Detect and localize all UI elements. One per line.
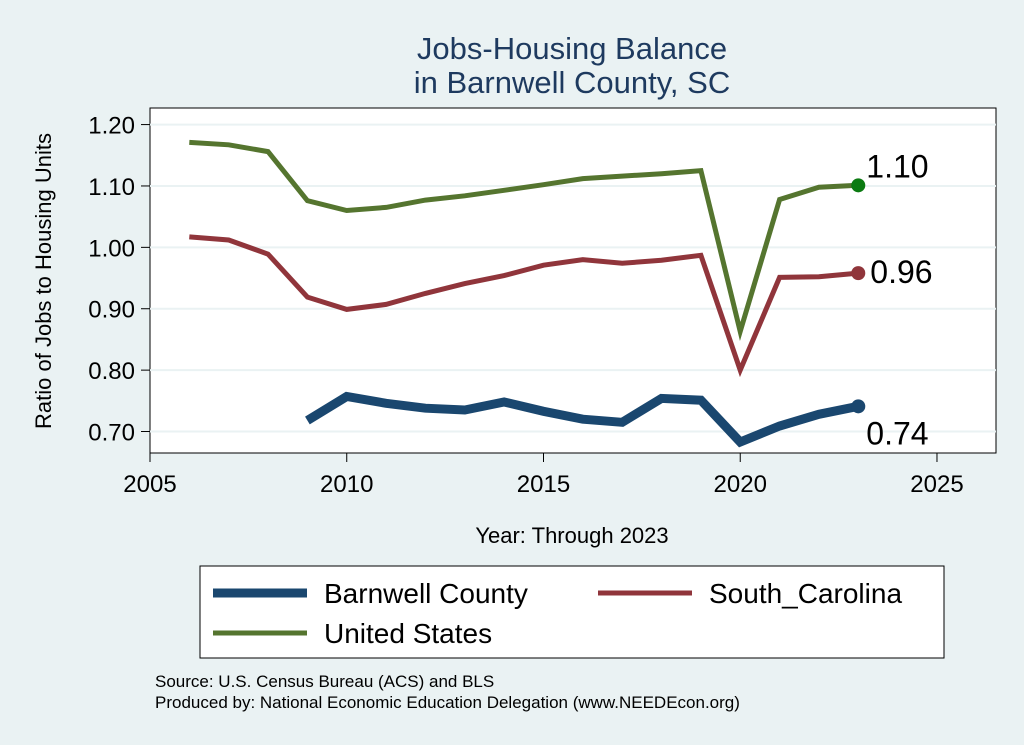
end-labels: 1.10 0.96 0.74: [851, 148, 933, 451]
x-axis: 2005 2010 2015 2020 2025: [123, 453, 964, 498]
gridlines: [150, 123, 996, 433]
y-axis-label: Ratio of Jobs to Housing Units: [31, 133, 56, 429]
end-marker-south-carolina: [851, 266, 866, 281]
y-tick-label: 0.70: [88, 420, 135, 447]
y-tick-label: 0.90: [88, 297, 135, 324]
series-layer: [189, 139, 860, 448]
x-tick-label: 2020: [714, 471, 767, 498]
legend-label-south-carolina: South_Carolina: [709, 578, 902, 609]
y-tick-label: 1.10: [88, 174, 135, 201]
legend-label-united-states: United States: [324, 618, 492, 649]
end-marker-united-states: [851, 178, 866, 193]
chart-title-line-1: Jobs-Housing Balance: [417, 31, 727, 66]
producer-line: Produced by: National Economic Education…: [155, 693, 740, 712]
x-axis-label: Year: Through 2023: [475, 523, 668, 548]
end-label-south-carolina: 0.96: [870, 254, 932, 290]
end-label-united-states: 1.10: [866, 148, 928, 184]
legend-box: [199, 565, 945, 659]
y-tick-label: 0.80: [88, 358, 135, 385]
source-line: Source: U.S. Census Bureau (ACS) and BLS: [155, 672, 494, 691]
x-tick-label: 2025: [910, 471, 963, 498]
end-marker-barnwell-county: [851, 399, 866, 414]
series-line-united-states: [189, 139, 859, 342]
end-label-barnwell-county: 0.74: [866, 415, 928, 451]
y-tick-label: 1.20: [88, 113, 135, 140]
series-line-south-carolina: [189, 234, 859, 378]
x-tick-label: 2005: [123, 471, 176, 498]
legend-label-barnwell-county: Barnwell County: [324, 578, 528, 609]
series-line-barnwell-county: [305, 391, 860, 448]
x-tick-label: 2015: [517, 471, 570, 498]
x-tick-label: 2010: [320, 471, 373, 498]
legend: Barnwell County South_Carolina United St…: [199, 565, 945, 659]
y-axis: 0.70 0.80 0.90 1.00 1.10 1.20: [88, 113, 150, 447]
chart-title-line-2: in Barnwell County, SC: [414, 65, 730, 100]
y-tick-label: 1.00: [88, 235, 135, 262]
